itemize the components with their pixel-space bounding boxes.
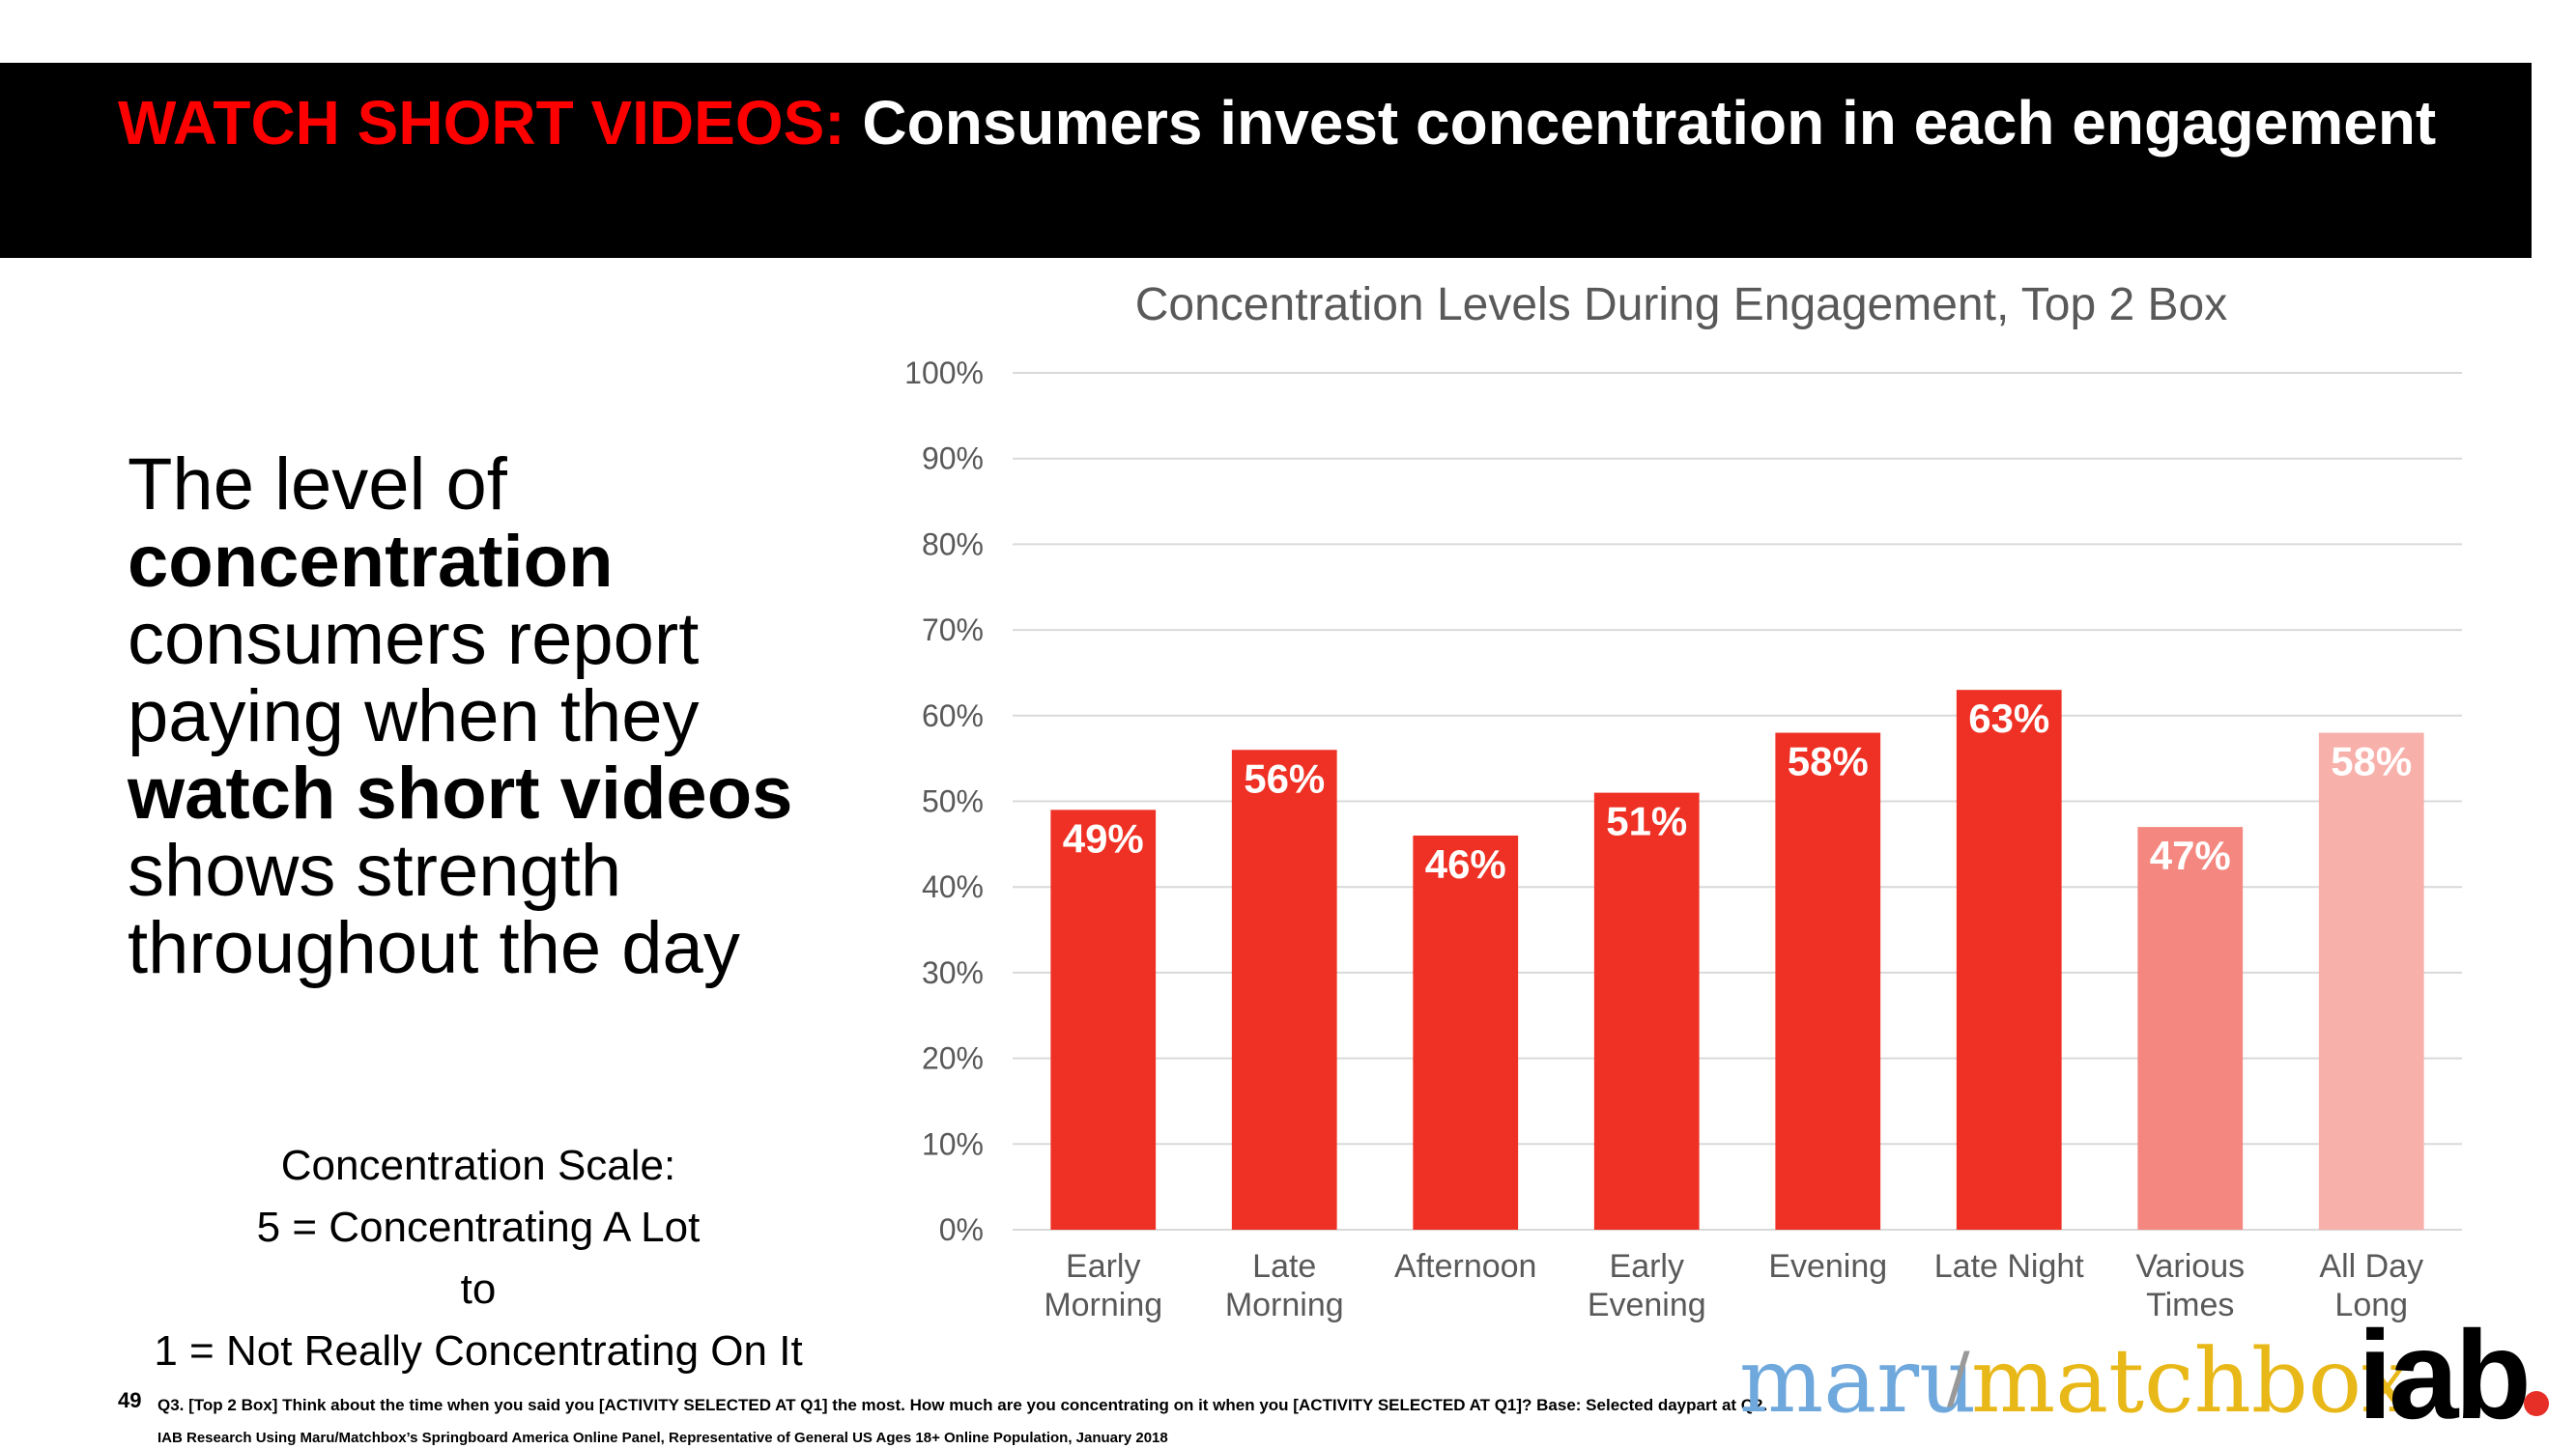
y-tick-label: 30%	[922, 955, 984, 990]
bar	[2137, 827, 2244, 1230]
footnote-question: Q3. [Top 2 Box] Think about the time whe…	[157, 1396, 1768, 1414]
lead-line: shows strength	[128, 830, 622, 912]
lead-line: paying when they	[128, 675, 700, 757]
x-tick-label: Afternoon	[1394, 1248, 1536, 1285]
bar	[1775, 732, 1881, 1230]
x-tick-label: Morning	[1225, 1287, 1344, 1323]
bar-chart: 0% 10% 20% 30% 40% 50% 60% 70% 80% 90% 100% 49% Earl…	[904, 355, 2462, 1323]
x-tick-label: Late	[1252, 1248, 1316, 1285]
lead-bold: watch short videos	[128, 753, 793, 835]
iab-logo: iab	[2358, 1304, 2532, 1445]
bar	[1593, 792, 1700, 1230]
lead-bold: concentration	[128, 521, 614, 603]
y-tick-label: 0%	[939, 1212, 984, 1247]
x-tick-label: Evening	[1588, 1287, 1706, 1323]
data-label: 49%	[1063, 815, 1144, 861]
x-tick-label: Evening	[1768, 1248, 1887, 1285]
scale-low: 1 = Not Really Concentrating On It	[154, 1327, 803, 1375]
header-bar: WATCH SHORT VIDEOS: Consumers invest con…	[0, 63, 2532, 258]
iab-logo-dot	[2524, 1391, 2549, 1416]
bar	[1231, 750, 1337, 1230]
logo-slash: /	[1947, 1338, 1970, 1417]
y-tick-label: 90%	[922, 441, 984, 476]
x-tick-label: Late Night	[1934, 1248, 2085, 1285]
title-accent: WATCH SHORT VIDEOS:	[118, 88, 845, 157]
x-tick-label: Early	[1066, 1248, 1140, 1285]
x-tick-label: Times	[2146, 1287, 2234, 1323]
y-tick-label: 20%	[922, 1041, 984, 1076]
y-tick-label: 70%	[922, 612, 984, 647]
scale-high: 5 = Concentrating A Lot	[256, 1204, 701, 1251]
y-tick-label: 40%	[922, 869, 984, 904]
data-label: 46%	[1425, 841, 1506, 887]
x-tick-label: Early	[1610, 1248, 1684, 1285]
y-tick-label: 100%	[904, 355, 984, 390]
bar	[1050, 810, 1157, 1230]
maru-logo: maru	[1739, 1329, 1977, 1433]
data-label: 56%	[1244, 755, 1325, 801]
y-tick-label: 50%	[922, 784, 984, 819]
data-label: 47%	[2150, 833, 2231, 878]
matchbox-logo: matchbox	[1971, 1329, 2413, 1433]
slide-title: WATCH SHORT VIDEOS: Consumers invest con…	[118, 90, 2476, 156]
x-tick-label: All Day	[2319, 1248, 2423, 1285]
page-number: 49	[118, 1388, 142, 1412]
data-label: 51%	[1606, 799, 1687, 844]
lead-line: throughout the day	[128, 907, 740, 989]
lead-text: The level of concentration consumers rep…	[128, 446, 881, 987]
title-text: Consumers invest concentration in each e…	[862, 88, 2437, 157]
data-label: 58%	[2331, 739, 2412, 784]
y-tick-label: 60%	[922, 698, 984, 733]
x-tick-label: Morning	[1044, 1287, 1162, 1323]
footnote-source: IAB Research Using Maru/Matchbox’s Sprin…	[157, 1430, 1168, 1446]
data-label: 63%	[1968, 696, 2049, 741]
x-tick-label: Various	[2135, 1248, 2245, 1285]
bar	[1413, 835, 1519, 1230]
bar	[1956, 690, 2062, 1230]
lead-line: The level of	[128, 443, 507, 526]
scale-title: Concentration Scale:	[280, 1142, 676, 1189]
y-tick-label: 80%	[922, 526, 984, 561]
chart-title: Concentration Levels During Engagement, …	[1134, 279, 2228, 330]
data-label: 58%	[1788, 739, 1869, 784]
x-tick-label: Long	[2334, 1287, 2408, 1323]
bar	[2318, 732, 2424, 1230]
y-tick-label: 10%	[922, 1126, 984, 1161]
scale-to: to	[460, 1265, 497, 1313]
lead-line: consumers report	[128, 598, 700, 680]
concentration-scale: Concentration Scale: 5 = Concentrating A…	[116, 1135, 841, 1382]
